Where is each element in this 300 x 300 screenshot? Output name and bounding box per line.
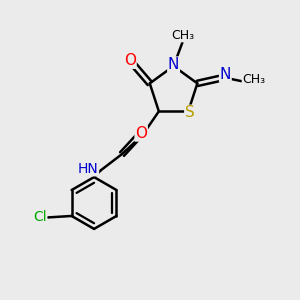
Text: O: O bbox=[124, 53, 136, 68]
Text: N: N bbox=[168, 57, 179, 72]
Text: N: N bbox=[220, 67, 231, 82]
Text: Cl: Cl bbox=[33, 210, 46, 224]
Text: HN: HN bbox=[78, 162, 98, 176]
Text: S: S bbox=[185, 105, 195, 120]
Text: CH₃: CH₃ bbox=[242, 73, 266, 86]
Text: O: O bbox=[135, 126, 147, 141]
Text: CH₃: CH₃ bbox=[171, 29, 194, 42]
